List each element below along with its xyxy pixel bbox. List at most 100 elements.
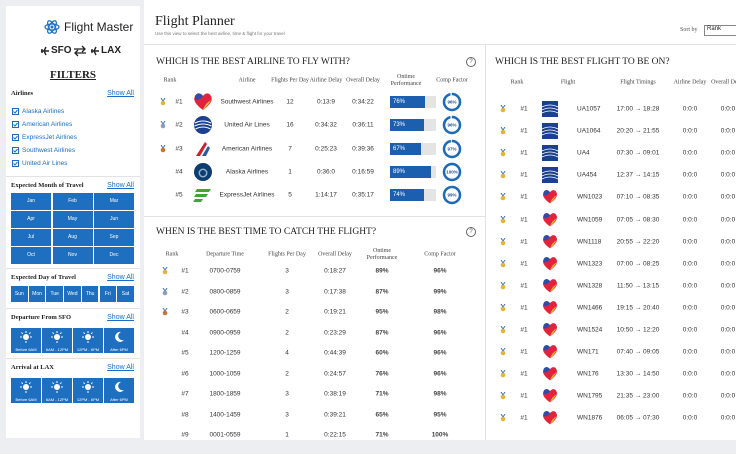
time-button[interactable]: 12PM - 6PM xyxy=(73,328,103,353)
overall-delay: 0:0:0 xyxy=(720,193,736,201)
airline-delay: 0:13:9 xyxy=(316,98,336,106)
origin: SFO xyxy=(51,45,72,56)
time-button[interactable]: After 6PM xyxy=(104,378,134,403)
plane-icon xyxy=(41,46,49,56)
flight-timings: 06:05 → 07:30 xyxy=(616,414,660,422)
overall-delay: 0:0:0 xyxy=(720,105,736,113)
ontime-performance: 87% xyxy=(375,288,389,295)
filter-title: Expected Day of Travel xyxy=(11,274,76,281)
column-header: Flight xyxy=(560,79,576,86)
month-button[interactable]: Jun xyxy=(94,211,134,228)
day-button[interactable]: Wed xyxy=(64,286,81,302)
airline-filter[interactable]: American Airlines xyxy=(22,121,73,128)
month-button[interactable]: Apr xyxy=(11,211,51,228)
time-label: 12PM - 6PM xyxy=(76,397,100,402)
show-all-link[interactable]: Show All xyxy=(107,90,134,97)
ontime-label: 74% xyxy=(393,192,406,199)
month-button[interactable]: Oct xyxy=(11,247,51,264)
time-button[interactable]: 6AM - 12PM xyxy=(42,378,72,403)
ontime-track: 73% xyxy=(390,119,436,132)
airline-filter[interactable]: ExpressJet Airlines xyxy=(22,134,77,141)
day-button[interactable]: Mon xyxy=(28,286,46,302)
day-button[interactable]: Sun xyxy=(11,286,28,302)
month-button[interactable]: Aug xyxy=(52,229,93,246)
time-button[interactable]: Before 6AM xyxy=(11,378,41,403)
day-button[interactable]: Thu xyxy=(81,286,99,302)
time-button[interactable]: 12PM - 6PM xyxy=(73,378,103,403)
day-button[interactable]: Fri xyxy=(99,286,117,302)
time-icon xyxy=(20,331,32,343)
show-all-link[interactable]: Show All xyxy=(107,314,134,321)
column-header: Ontime Performance xyxy=(366,248,398,261)
month-button[interactable]: Feb xyxy=(52,193,93,210)
flights-per-day: 12 xyxy=(286,98,294,106)
airline-delay: 0:0:0 xyxy=(682,105,698,113)
airline-delay: 0:0:0 xyxy=(682,127,698,135)
comp-factor-ring xyxy=(442,185,462,205)
flight-number: UA454 xyxy=(577,171,597,179)
month-button[interactable]: Sep xyxy=(94,229,134,246)
comp-factor-label: 96% xyxy=(447,122,457,128)
flight-number: WN1118 xyxy=(577,238,602,246)
day-button[interactable]: Sat xyxy=(117,286,134,302)
rank: #1 xyxy=(520,105,528,113)
airline-logo xyxy=(543,345,557,359)
sort-select[interactable]: Rank xyxy=(704,25,736,36)
departure-time: 0700-0759 xyxy=(209,267,241,275)
month-button[interactable]: Jul xyxy=(11,229,51,246)
comp-factor: 100% xyxy=(431,431,449,439)
day-button[interactable]: Tue xyxy=(46,286,64,302)
overall-delay: 0:0:0 xyxy=(720,414,736,422)
airline-filter[interactable]: Southwest Airlines xyxy=(22,147,76,154)
show-all-link[interactable]: Show All xyxy=(107,274,134,281)
month-button[interactable]: Mar xyxy=(94,193,134,210)
ontime-track: 76% xyxy=(390,96,436,108)
filter-title: Expected Month of Travel xyxy=(11,182,84,189)
rank: #3 xyxy=(175,145,183,153)
airline-delay: 0:0:0 xyxy=(682,414,698,422)
airline-logo xyxy=(542,167,558,184)
help-icon[interactable]: ? xyxy=(466,57,476,67)
help-icon[interactable]: ? xyxy=(466,227,476,237)
airline-logo xyxy=(194,116,212,135)
ontime-track: 74% xyxy=(390,189,436,202)
medal-icon xyxy=(162,287,168,295)
airline-logo xyxy=(543,367,557,381)
rank: #1 xyxy=(520,414,528,422)
show-all-link[interactable]: Show All xyxy=(107,182,134,189)
airline-logo xyxy=(543,256,557,271)
time-button[interactable]: Before 6AM xyxy=(11,328,41,353)
medal-icon xyxy=(500,326,506,334)
overall-delay: 0:0:0 xyxy=(720,370,736,378)
overall-delay: 0:24:57 xyxy=(324,370,346,377)
month-button[interactable]: Dec xyxy=(94,247,134,264)
rank: #5 xyxy=(181,349,189,357)
column-header: Overall Delay xyxy=(711,79,736,86)
month-button[interactable]: Nov xyxy=(52,247,93,264)
month-button[interactable]: Jan xyxy=(11,193,51,210)
rank: #8 xyxy=(181,411,189,418)
comp-factor-ring xyxy=(442,92,462,112)
airline-logo xyxy=(543,278,557,293)
airline-filter[interactable]: Alaska Airlines xyxy=(22,108,65,115)
time-icon xyxy=(51,381,63,393)
rank: #2 xyxy=(175,121,183,129)
comp-factor-label: 99% xyxy=(447,192,457,198)
time-button[interactable]: 6AM - 12PM xyxy=(42,328,72,353)
column-header: Overall Delay xyxy=(318,251,352,258)
airline-delay: 0:0:0 xyxy=(682,149,698,157)
overall-delay: 0:38:19 xyxy=(324,390,346,398)
airline-filter[interactable]: United Air Lines xyxy=(22,160,68,167)
flight-number: WN1524 xyxy=(577,326,603,334)
checkbox xyxy=(12,160,19,167)
sort-label: Sort by xyxy=(680,27,698,33)
rank: #1 xyxy=(520,326,528,334)
time-button[interactable]: After 6PM xyxy=(104,328,134,353)
rank: #9 xyxy=(181,431,189,439)
medal-icon xyxy=(500,414,506,422)
month-button[interactable]: May xyxy=(52,211,93,228)
medal-icon xyxy=(500,281,506,290)
show-all-link[interactable]: Show All xyxy=(107,364,134,371)
rank: #1 xyxy=(520,392,528,400)
